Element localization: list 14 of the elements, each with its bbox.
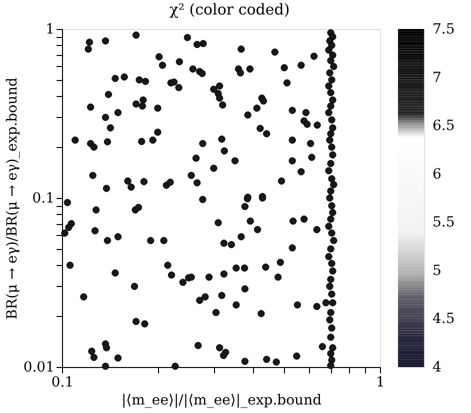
chart-title: χ² (color coded) [169,0,290,18]
color-bar-label: 5 [432,262,442,279]
x-axis-title: |⟨m_ee⟩|/|⟨m_ee⟩|_exp.bound [121,392,322,408]
color-bar-label: 5.5 [432,214,455,231]
color-bar-label: 6.5 [432,118,455,134]
color-bar-label: 7 [432,70,442,86]
color-bar-label: 6 [432,166,442,182]
y-tick-label: 1 [46,22,54,38]
y-tick-label: 0.1 [32,190,54,206]
y-tick-label: 0.01 [23,360,54,376]
y-axis-title: BR(μ → eγ)/BR(μ → eγ)_exp.bound [4,77,20,320]
color-bar-label: 4.5 [432,311,455,328]
color-bar-label: 4 [432,360,442,376]
color-bar-label: 7.5 [432,22,455,38]
